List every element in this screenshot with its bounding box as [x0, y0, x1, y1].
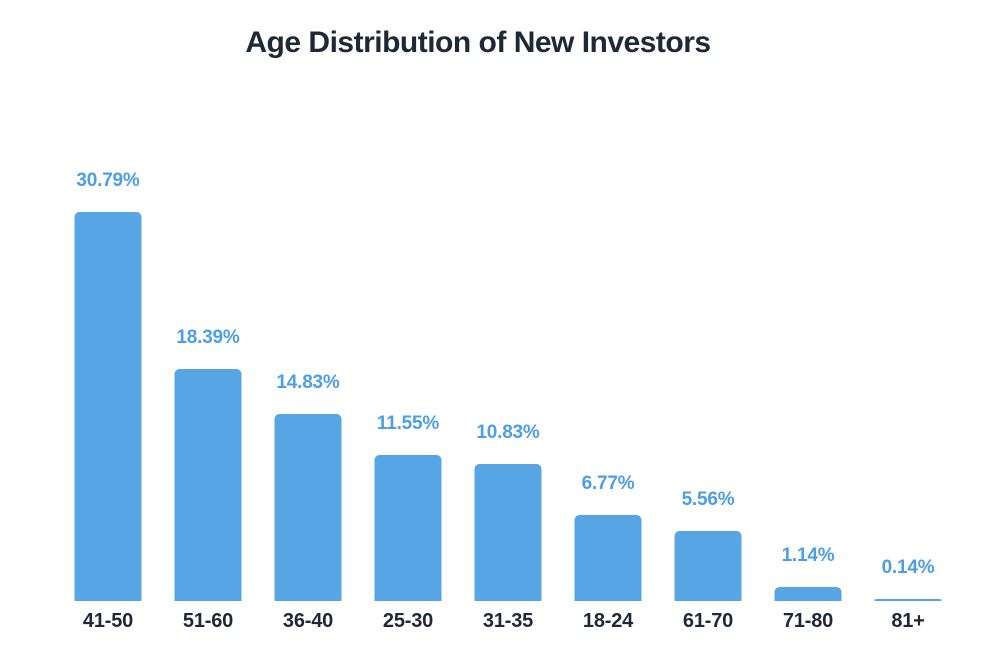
x-axis-label: 18-24	[582, 610, 634, 632]
x-axis-label: 71-80	[782, 610, 834, 632]
bar-value-label: 10.83%	[476, 422, 540, 444]
bar-column-41-50: 30.79% 41-50	[58, 170, 158, 632]
bar-25-30	[374, 455, 442, 601]
bar-value-label: 1.14%	[781, 544, 835, 566]
bar-column-18-24: 6.77% 18-24	[558, 212, 658, 632]
bar-41-50	[74, 212, 142, 601]
x-axis-label: 41-50	[82, 610, 134, 632]
bar-column-25-30: 11.55% 25-30	[358, 212, 458, 632]
x-axis-label: 31-35	[482, 610, 534, 632]
bar-chart-plot: 30.79% 41-50 18.39% 51-60 14.83% 36-40 11.55% 2…	[58, 170, 958, 632]
x-axis-label: 25-30	[382, 610, 434, 632]
bar-71-80	[774, 586, 842, 601]
bar-column-51-60: 18.39% 51-60	[158, 212, 258, 632]
bar-value-label: 30.79%	[76, 170, 140, 191]
bar-column-36-40: 14.83% 36-40	[258, 212, 358, 632]
chart-title: Age Distribution of New Investors	[245, 26, 711, 59]
bar-column-61-70: 5.56% 61-70	[658, 212, 758, 632]
bar-18-24	[574, 515, 642, 601]
bar-81+	[874, 598, 942, 601]
bar-column-31-35: 10.83% 31-35	[458, 212, 558, 632]
bar-51-60	[174, 368, 242, 601]
bar-value-label: 5.56%	[681, 488, 735, 510]
x-axis-label: 81+	[891, 610, 925, 632]
bar-value-label: 14.83%	[276, 371, 340, 393]
bar-column-81+: 0.14% 81+	[858, 212, 958, 632]
x-axis-label: 51-60	[182, 610, 234, 632]
bar-61-70	[674, 530, 742, 601]
bar-column-71-80: 1.14% 71-80	[758, 212, 858, 632]
bar-value-label: 6.77%	[581, 473, 635, 495]
x-axis-label: 61-70	[682, 610, 734, 632]
bar-value-label: 18.39%	[176, 326, 240, 348]
bar-36-40	[274, 413, 342, 601]
x-axis-label: 36-40	[282, 610, 334, 632]
bar-value-label: 0.14%	[881, 556, 935, 578]
bar-31-35	[474, 464, 542, 601]
bar-value-label: 11.55%	[376, 413, 440, 435]
